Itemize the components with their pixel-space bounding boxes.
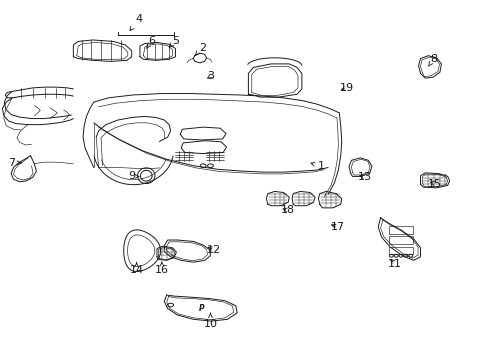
Text: 9: 9 [128, 171, 139, 181]
Text: 13: 13 [357, 172, 371, 182]
Text: 17: 17 [330, 222, 344, 232]
Text: 14: 14 [129, 262, 143, 275]
Text: 5: 5 [169, 36, 179, 48]
Text: 15: 15 [427, 179, 441, 189]
Text: 11: 11 [387, 259, 402, 269]
Text: 3: 3 [206, 71, 214, 81]
Text: 18: 18 [281, 205, 295, 215]
Text: 10: 10 [203, 313, 217, 329]
Text: 8: 8 [427, 54, 437, 66]
Text: 1: 1 [310, 161, 324, 171]
Text: 4: 4 [130, 14, 142, 31]
Text: 6: 6 [146, 36, 155, 49]
Text: 19: 19 [339, 83, 353, 93]
Text: 7: 7 [8, 158, 21, 168]
Text: 16: 16 [155, 262, 168, 275]
Bar [388, 237, 412, 244]
Text: 2: 2 [195, 43, 205, 55]
Text: P: P [199, 304, 204, 313]
Bar [388, 247, 412, 253]
Text: 12: 12 [207, 245, 221, 255]
Bar [388, 226, 412, 234]
